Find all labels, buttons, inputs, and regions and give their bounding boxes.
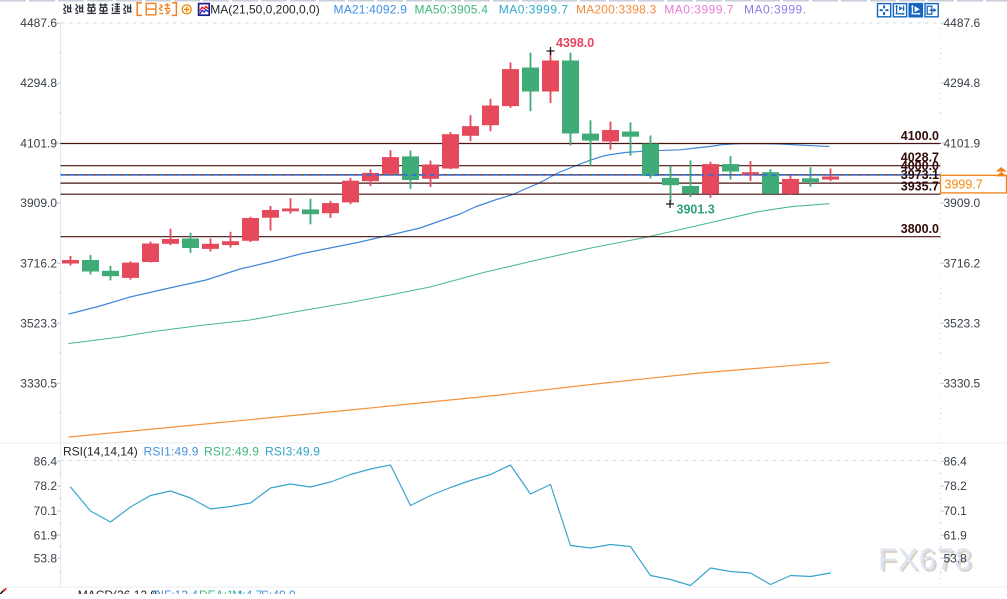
svg-text:RSI3:49.9: RSI3:49.9 [265,445,320,459]
svg-text:3330.5: 3330.5 [944,377,981,391]
svg-text:3901.3: 3901.3 [677,203,715,217]
svg-text:61.9: 61.9 [34,528,58,542]
svg-text:4294.8: 4294.8 [944,76,981,90]
svg-text:MA0:3999.7: MA0:3999.7 [664,3,734,17]
svg-text:78.2: 78.2 [34,479,58,493]
svg-text:86.4: 86.4 [944,455,968,469]
svg-text:3523.3: 3523.3 [944,316,981,330]
svg-text:3935.7: 3935.7 [901,180,939,194]
svg-text:RSI2:49.9: RSI2:49.9 [204,445,259,459]
svg-text:70.1: 70.1 [34,504,58,518]
svg-text:MACD(26,12,9): MACD(26,12,9) [78,588,161,594]
svg-text:MA50:3905.4: MA50:3905.4 [415,3,489,17]
svg-text:MA21:4092.9: MA21:4092.9 [334,3,408,17]
svg-text:3330.5: 3330.5 [20,377,57,391]
svg-text:MA0:3999.: MA0:3999. [744,3,807,17]
svg-text:MA(21,50,0,200,0,0): MA(21,50,0,200,0,0) [210,3,319,17]
svg-text:3909.0: 3909.0 [20,196,57,210]
svg-text:4100.0: 4100.0 [901,129,939,143]
svg-text:S:49.9: S:49.9 [261,588,296,594]
svg-text:4294.8: 4294.8 [20,76,57,90]
svg-text:MA0:3999.7: MA0:3999.7 [499,3,569,17]
svg-text:53.8: 53.8 [944,551,968,565]
svg-text:86.4: 86.4 [34,455,58,469]
svg-text:4487.6: 4487.6 [944,16,981,30]
svg-text:DIF:13.4: DIF:13.4 [152,588,198,594]
svg-text:3999.7: 3999.7 [945,178,983,192]
svg-text:53.8: 53.8 [34,551,58,565]
svg-text:3716.2: 3716.2 [20,256,57,270]
svg-text:M:4.7: M:4.7 [232,588,262,594]
svg-text:4101.9: 4101.9 [20,136,57,150]
svg-text:RSI(14,14,14): RSI(14,14,14) [63,445,138,459]
svg-text:3800.0: 3800.0 [901,222,939,236]
svg-text:4101.9: 4101.9 [944,136,981,150]
svg-text:RSI1:49.9: RSI1:49.9 [144,445,199,459]
svg-text:3523.3: 3523.3 [20,316,57,330]
svg-text:MA200:3398.3: MA200:3398.3 [576,3,657,17]
svg-text:3716.2: 3716.2 [944,256,981,270]
svg-text:70.1: 70.1 [944,504,968,518]
svg-text:4398.0: 4398.0 [556,36,594,50]
svg-text:4487.6: 4487.6 [20,16,57,30]
svg-text:78.2: 78.2 [944,479,968,493]
svg-text:61.9: 61.9 [944,528,968,542]
svg-text:3909.0: 3909.0 [944,196,981,210]
